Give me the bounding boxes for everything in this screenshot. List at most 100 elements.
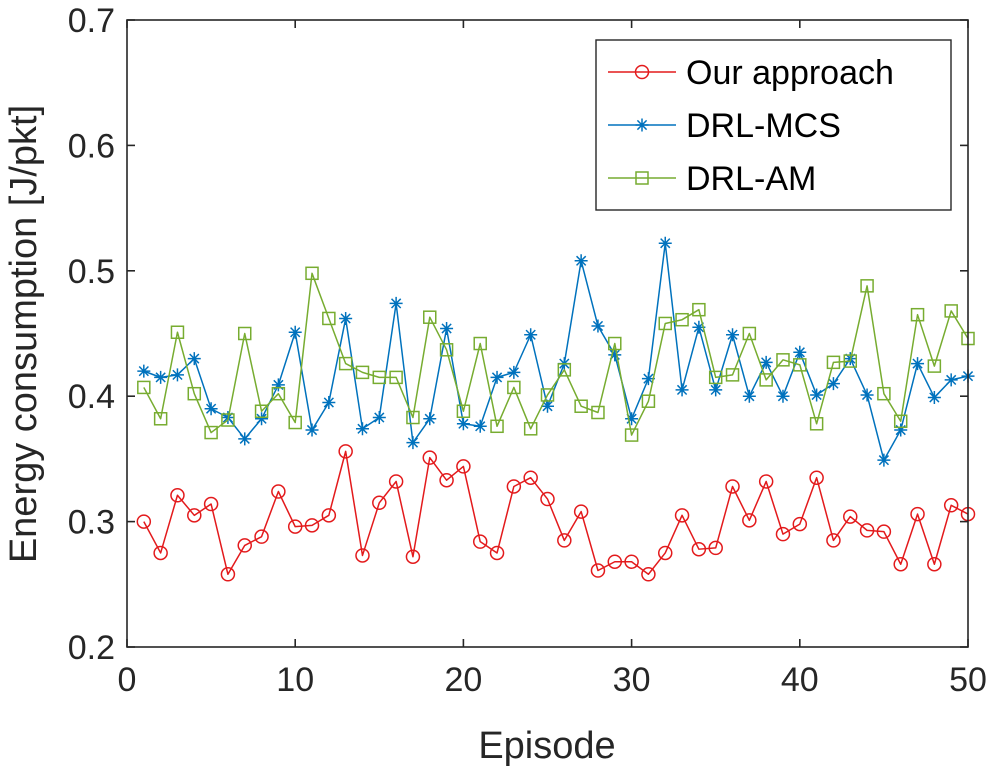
data-point-drl-am [170, 325, 185, 339]
data-point-drl-mcs [793, 345, 807, 359]
data-point-our-approach [943, 498, 959, 513]
data-point-our-approach [674, 508, 690, 523]
data-point-our-approach [456, 459, 471, 474]
data-point-drl-mcs [574, 254, 588, 268]
data-point-our-approach [758, 474, 774, 489]
x-tick-label: 10 [276, 661, 314, 699]
data-point-drl-mcs [641, 372, 655, 386]
data-point-drl-am [910, 307, 925, 322]
data-point-drl-am [557, 363, 572, 377]
data-point-drl-am [927, 359, 942, 373]
data-point-drl-mcs [507, 365, 521, 379]
data-point-drl-mcs [911, 357, 925, 371]
data-point-drl-am [540, 388, 555, 402]
data-point-our-approach [557, 533, 572, 548]
data-point-drl-mcs [608, 348, 622, 362]
series-our-approach [136, 444, 976, 582]
data-point-drl-mcs [709, 383, 723, 397]
data-point-drl-mcs [154, 370, 168, 384]
data-point-drl-mcs [170, 368, 184, 382]
data-point-drl-am [759, 373, 773, 387]
plot-area [136, 236, 976, 582]
data-point-drl-am [877, 386, 891, 401]
data-point-drl-am [439, 343, 454, 357]
legend-label-drl-am: DRL-AM [686, 160, 816, 198]
data-point-drl-am [221, 413, 235, 427]
data-point-drl-mcs [355, 422, 369, 436]
data-point-drl-mcs [204, 402, 218, 416]
data-point-our-approach [153, 545, 168, 561]
data-point-drl-am [742, 326, 757, 341]
axes: 0 10 20 30 40 50 0.2 0.3 0.4 0.5 0.6 0.7 [68, 2, 987, 699]
data-point-drl-mcs [742, 389, 756, 403]
data-point-our-approach [725, 479, 740, 494]
x-axis-label: Episode [478, 725, 615, 767]
legend-marker-our-approach [634, 64, 650, 80]
x-tick-label: 40 [781, 661, 819, 699]
data-point-our-approach [170, 488, 185, 503]
data-point-drl-mcs [810, 388, 824, 402]
y-axis-label: Energy consumption [J/pkt] [3, 105, 45, 563]
data-point-our-approach [388, 474, 404, 489]
data-point-drl-mcs [591, 319, 605, 333]
legend: Our approach DRL-MCS DRL-AM [595, 39, 952, 211]
data-point-our-approach [439, 472, 454, 488]
data-point-drl-mcs [389, 296, 403, 310]
series-drl-mcs [137, 236, 975, 467]
data-point-our-approach [893, 556, 908, 572]
series-drl-am [137, 266, 975, 442]
data-point-drl-mcs [826, 377, 840, 391]
data-point-drl-mcs [406, 436, 420, 450]
axes-box [126, 19, 969, 648]
data-point-our-approach [489, 545, 505, 561]
data-point-our-approach [742, 513, 757, 528]
data-point-drl-am [641, 394, 656, 408]
data-point-our-approach [641, 567, 656, 582]
data-point-drl-mcs [305, 423, 319, 437]
data-point-drl-mcs [271, 378, 285, 392]
data-point-our-approach [910, 506, 925, 522]
data-point-our-approach [775, 526, 791, 542]
data-point-drl-mcs [187, 352, 201, 366]
data-point-our-approach [607, 554, 623, 569]
data-point-drl-mcs [776, 389, 790, 403]
data-point-our-approach [624, 554, 639, 569]
data-point-our-approach [843, 509, 858, 524]
y-tick-label: 0.2 [68, 629, 115, 667]
data-point-drl-am [944, 304, 958, 318]
data-point-drl-am [355, 365, 370, 380]
legend-label-our-approach: Our approach [686, 54, 894, 92]
data-point-our-approach [876, 524, 892, 539]
data-point-drl-am [675, 312, 689, 327]
data-point-drl-am [523, 422, 538, 436]
data-point-drl-mcs [288, 325, 302, 339]
data-point-drl-am [490, 419, 504, 434]
x-tick-label: 20 [444, 661, 482, 699]
data-point-drl-am [187, 386, 202, 401]
data-point-drl-am [793, 358, 807, 372]
data-point-drl-am [776, 353, 790, 367]
data-point-drl-am [473, 336, 487, 351]
data-point-drl-mcs [372, 411, 386, 425]
data-point-drl-am [826, 355, 841, 370]
data-point-drl-am [708, 370, 723, 385]
data-point-drl-am [204, 425, 218, 440]
data-point-our-approach [691, 541, 707, 557]
data-point-drl-mcs [759, 355, 773, 369]
data-point-our-approach [809, 470, 824, 485]
x-tick-label: 0 [118, 661, 137, 699]
legend-item-drl-mcs: DRL-MCS [608, 107, 841, 145]
data-point-drl-am [658, 316, 672, 331]
legend-label-drl-mcs: DRL-MCS [686, 107, 841, 145]
data-point-our-approach [708, 540, 723, 556]
data-point-drl-am [338, 356, 353, 371]
data-point-drl-am [574, 399, 588, 413]
data-point-drl-am [423, 310, 437, 324]
data-point-drl-mcs [490, 370, 504, 384]
data-point-drl-am [692, 302, 706, 317]
data-point-our-approach [187, 508, 202, 523]
y-tick-label: 0.4 [68, 378, 115, 416]
data-point-our-approach [792, 516, 808, 532]
data-point-our-approach [304, 518, 320, 533]
